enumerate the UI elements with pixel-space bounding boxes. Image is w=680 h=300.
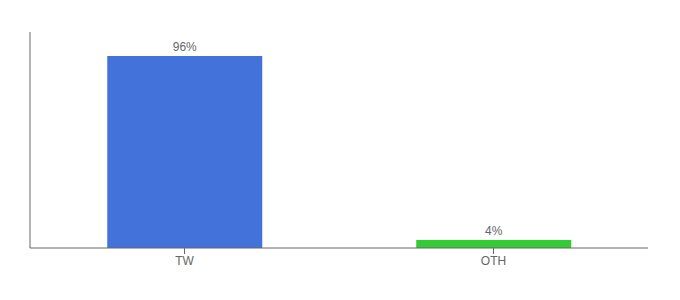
svg-text:OTH: OTH xyxy=(481,254,506,268)
svg-text:TW: TW xyxy=(175,254,194,268)
svg-text:96%: 96% xyxy=(173,40,197,54)
svg-text:4%: 4% xyxy=(485,224,503,238)
